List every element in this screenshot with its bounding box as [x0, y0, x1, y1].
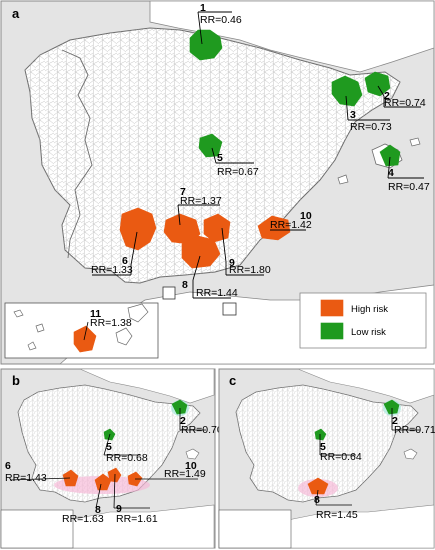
legend-low-label: Low risk — [351, 327, 386, 338]
cluster-10-number-a: 10 — [300, 210, 312, 222]
cluster-9-region-b — [107, 467, 122, 483]
cluster-8-rr-c: RR=1.45 — [316, 509, 358, 521]
cluster-2-number-a: 2 — [384, 90, 390, 102]
cluster-8-rr-b: RR=1.63 — [62, 513, 104, 525]
cluster-9-rr-a: RR=1.80 — [229, 264, 271, 276]
cluster-10-number-b: 10 — [185, 460, 197, 472]
cluster-10-region-a — [257, 215, 291, 241]
france-land-a — [149, 0, 435, 73]
cluster-2-region-a — [364, 71, 391, 97]
leader-lines-c — [315, 408, 420, 506]
canary-island-grancanaria-a — [115, 327, 133, 346]
cluster-6-rr-b: RR=1.43 — [5, 472, 47, 484]
cluster-2-number-b: 2 — [180, 415, 186, 427]
canary-inset-c — [218, 509, 292, 549]
portugal-border-a — [61, 49, 93, 259]
cluster-8-number-b: 8 — [95, 504, 101, 516]
menorca-a — [409, 137, 421, 147]
cluster-8-region-c — [307, 477, 329, 495]
panel-a-label: a — [12, 6, 20, 21]
canary-island-fuerteventura-a — [127, 303, 149, 323]
cluster-10-rr-a: RR=1.42 — [270, 219, 312, 231]
municipality-grid-b — [18, 385, 200, 502]
cluster-4-rr-a: RR=0.47 — [388, 181, 430, 193]
cluster-6-number-a: 6 — [122, 255, 128, 267]
cluster-2-rr-b: RR=0.70 — [181, 424, 223, 436]
cluster-8-number-c: 8 — [314, 494, 320, 506]
panel-c: 2 RR=0.71 5 RR=0.64 8 RR=1.45 c — [218, 368, 435, 549]
cluster-11-number-a: 11 — [90, 308, 101, 320]
canary-island-gomera-a — [35, 323, 45, 333]
cluster-11-rr-a: RR=1.38 — [90, 317, 132, 329]
cluster-3-rr-a: RR=0.73 — [350, 121, 392, 133]
cluster-1-rr-a: RR=0.46 — [200, 14, 242, 26]
cluster-3-number-a: 3 — [350, 109, 356, 121]
cluster-4-region-a — [379, 144, 401, 167]
canary-island-lapalma-a — [13, 309, 24, 318]
legend-a: High risk Low risk — [299, 292, 427, 349]
mallorca-c — [403, 448, 418, 460]
cluster-7-number-a: 7 — [180, 186, 186, 198]
cluster-5-number-c: 5 — [320, 441, 326, 453]
cluster-5-region-a — [198, 133, 223, 158]
cluster-2-region-c — [383, 399, 400, 415]
panel-b-label: b — [12, 373, 20, 388]
cluster-2-region-b — [171, 399, 188, 415]
panel-b: 2 RR=0.70 5 RR=0.68 6 RR=1.43 8 RR=1.63 … — [0, 368, 223, 549]
melilla-box — [222, 302, 237, 316]
france-land-b — [79, 368, 215, 404]
cluster-6-region-a — [119, 207, 157, 251]
cluster-10-rr-b: RR=1.49 — [164, 468, 206, 480]
leader-lines-a — [92, 11, 424, 299]
cluster-2-rr-a: RR=0.74 — [384, 97, 426, 109]
legend-frame-a — [299, 292, 427, 349]
cluster-5-region-c — [314, 428, 327, 441]
cluster-6-region-b — [62, 469, 79, 487]
municipality-grid-c — [236, 385, 418, 502]
cluster-5-number-b: 5 — [106, 441, 112, 453]
cluster-5-rr-b: RR=0.68 — [106, 452, 148, 464]
canary-island-hierro-a — [27, 341, 37, 351]
cluster-6-number-b: 6 — [5, 460, 11, 472]
france-land-c — [297, 368, 435, 404]
leader-lines-b — [9, 408, 206, 509]
cluster-11-region-a — [73, 325, 97, 353]
cluster-8-region-a — [181, 235, 221, 269]
legend-high-swatch — [320, 299, 344, 317]
legend-high-label: High risk — [351, 304, 388, 315]
cluster-8-region-b — [94, 473, 112, 491]
ibiza-a — [337, 174, 349, 185]
legend-low-swatch — [320, 322, 344, 340]
cluster-6-rr-a: RR=1.33 — [91, 264, 133, 276]
cluster-9-number-a: 9 — [229, 257, 235, 269]
cluster-8-number-a: 8 — [182, 279, 188, 291]
leader-line-11-a — [83, 321, 89, 341]
cluster-5-number-a: 5 — [217, 152, 223, 164]
cluster-5-rr-a: RR=0.67 — [217, 166, 259, 178]
cluster-2-rr-c: RR=0.71 — [394, 424, 435, 436]
cluster-9-number-b: 9 — [116, 503, 122, 515]
panel-a: 1 RR=0.46 2 RR=0.74 3 RR=0.73 4 RR=0.47 … — [0, 0, 435, 365]
cluster-1-region-a — [189, 29, 223, 61]
mallorca-b — [185, 448, 200, 460]
cluster-3-region-a — [331, 75, 363, 107]
panel-c-label: c — [229, 373, 236, 388]
cluster-8-rr-a: RR=1.44 — [196, 287, 238, 299]
cluster-1-number-a: 1 — [200, 2, 206, 14]
cluster-9-region-a — [203, 213, 231, 243]
canary-inset-a: 11 RR=1.38 — [4, 302, 159, 359]
cluster-9-rr-b: RR=1.61 — [116, 513, 158, 525]
cluster-7-rr-a: RR=1.37 — [180, 195, 222, 207]
cluster-2-number-c: 2 — [392, 415, 398, 427]
cluster-4-number-a: 4 — [388, 167, 394, 179]
ceuta-box — [162, 286, 176, 300]
canary-inset-b — [0, 509, 74, 549]
cluster-5-rr-c: RR=0.64 — [320, 451, 362, 463]
